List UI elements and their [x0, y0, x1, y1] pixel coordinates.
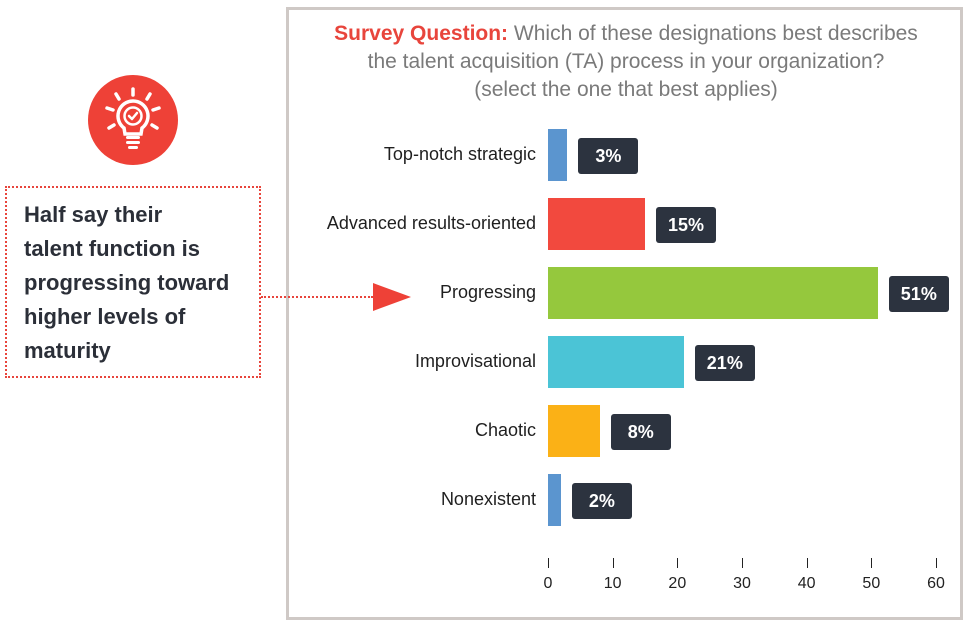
title-lead: Survey Question: — [334, 22, 509, 45]
bar — [548, 336, 684, 388]
callout-connector — [261, 296, 373, 298]
x-tick — [936, 558, 937, 568]
callout-line: progressing toward — [24, 270, 230, 295]
x-tick — [742, 558, 743, 568]
lightbulb-check-icon — [88, 75, 178, 165]
x-tick-label: 20 — [668, 575, 687, 592]
callout-line: higher levels of — [24, 304, 186, 329]
category-label: Improvisational — [414, 351, 536, 371]
category-label: Advanced results-oriented — [326, 213, 536, 233]
value-label: 21% — [694, 345, 755, 381]
category-label: Chaotic — [474, 420, 536, 440]
callout-line: talent function is — [24, 236, 200, 261]
x-tick-label: 40 — [797, 575, 816, 592]
callout-text: Half say their talent function is progre… — [24, 198, 254, 368]
x-tick — [806, 558, 808, 568]
category-label: Top-notch strategic — [383, 144, 536, 164]
title-line-2: the talent acquisition (TA) process in y… — [367, 50, 885, 73]
bar — [548, 198, 645, 250]
value-label: 8% — [610, 414, 671, 450]
value-label: 15% — [656, 207, 717, 243]
chart-title: Survey Question: Which of these designat… — [300, 20, 952, 104]
x-tick-label: 10 — [603, 575, 622, 592]
title-line-3: (select the one that best applies) — [474, 78, 778, 101]
bar — [548, 129, 568, 181]
x-tick-label: 50 — [862, 575, 881, 592]
x-tick — [871, 558, 873, 568]
x-tick — [677, 558, 679, 568]
category-label: Progressing — [439, 282, 536, 302]
title-line-1: Which of these designations best describ… — [513, 22, 918, 45]
bar — [548, 267, 878, 319]
value-label: 2% — [571, 483, 632, 519]
bar — [548, 405, 600, 457]
x-tick-label: 0 — [543, 575, 553, 592]
value-label: 51% — [888, 276, 949, 312]
callout-box — [5, 186, 261, 378]
x-tick — [548, 558, 549, 568]
callout-line: maturity — [24, 338, 111, 363]
value-label: 3% — [578, 138, 639, 174]
category-label: Nonexistent — [440, 489, 536, 509]
x-tick — [612, 558, 614, 568]
callout-line: Half say their — [24, 202, 163, 227]
x-tick-label: 60 — [927, 575, 945, 592]
bar — [548, 474, 561, 526]
x-tick-label: 30 — [733, 575, 751, 592]
arrow-right-icon — [373, 283, 411, 311]
